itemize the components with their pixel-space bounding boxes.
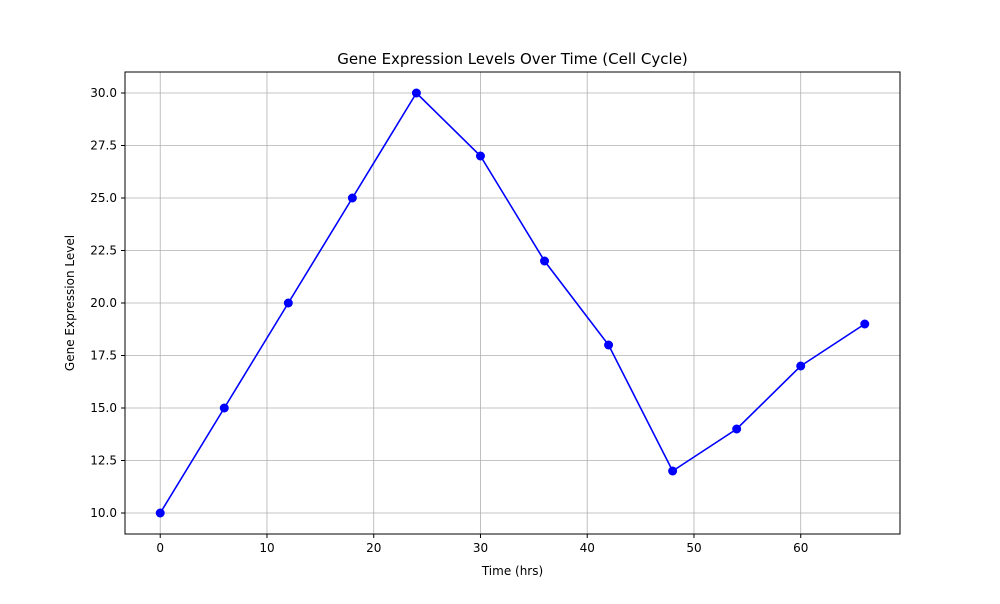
- x-tick-label: 10: [259, 541, 274, 555]
- series-layer: [155, 88, 870, 518]
- grid: [125, 72, 900, 534]
- y-tick-label: 25.0: [90, 191, 117, 205]
- data-point: [219, 403, 229, 413]
- x-tick-label: 30: [473, 541, 488, 555]
- x-tick-label: 60: [793, 541, 808, 555]
- series-line: [159, 91, 866, 514]
- data-point: [732, 424, 742, 434]
- y-tick-label: 10.0: [90, 506, 117, 520]
- data-point: [283, 298, 293, 308]
- y-tick-label: 20.0: [90, 296, 117, 310]
- y-tick-label: 15.0: [90, 401, 117, 415]
- x-axis-ticks: 0 10 20 30 40 50 60: [156, 534, 808, 555]
- x-tick-label: 40: [580, 541, 595, 555]
- data-point: [860, 319, 870, 329]
- y-tick-label: 22.5: [90, 244, 117, 258]
- data-point: [604, 340, 614, 350]
- data-point: [411, 88, 421, 98]
- data-point: [347, 193, 357, 203]
- data-point: [155, 508, 165, 518]
- y-axis-label: Gene Expression Level: [63, 235, 77, 371]
- x-tick-label: 20: [366, 541, 381, 555]
- x-tick-label: 50: [686, 541, 701, 555]
- y-tick-label: 30.0: [90, 86, 117, 100]
- y-tick-label: 27.5: [90, 139, 117, 153]
- data-point: [796, 361, 806, 371]
- chart-title: Gene Expression Levels Over Time (Cell C…: [337, 50, 688, 68]
- x-tick-label: 0: [156, 541, 164, 555]
- x-axis-label: Time (hrs): [481, 564, 543, 578]
- y-tick-label: 12.5: [90, 454, 117, 468]
- y-tick-label: 17.5: [90, 349, 117, 363]
- data-point: [475, 151, 485, 161]
- y-axis-ticks: 10.0 12.5 15.0 17.5 20.0 22.5 25.0 27.5 30.0: [90, 86, 125, 520]
- data-point: [668, 466, 678, 476]
- data-point: [540, 256, 550, 266]
